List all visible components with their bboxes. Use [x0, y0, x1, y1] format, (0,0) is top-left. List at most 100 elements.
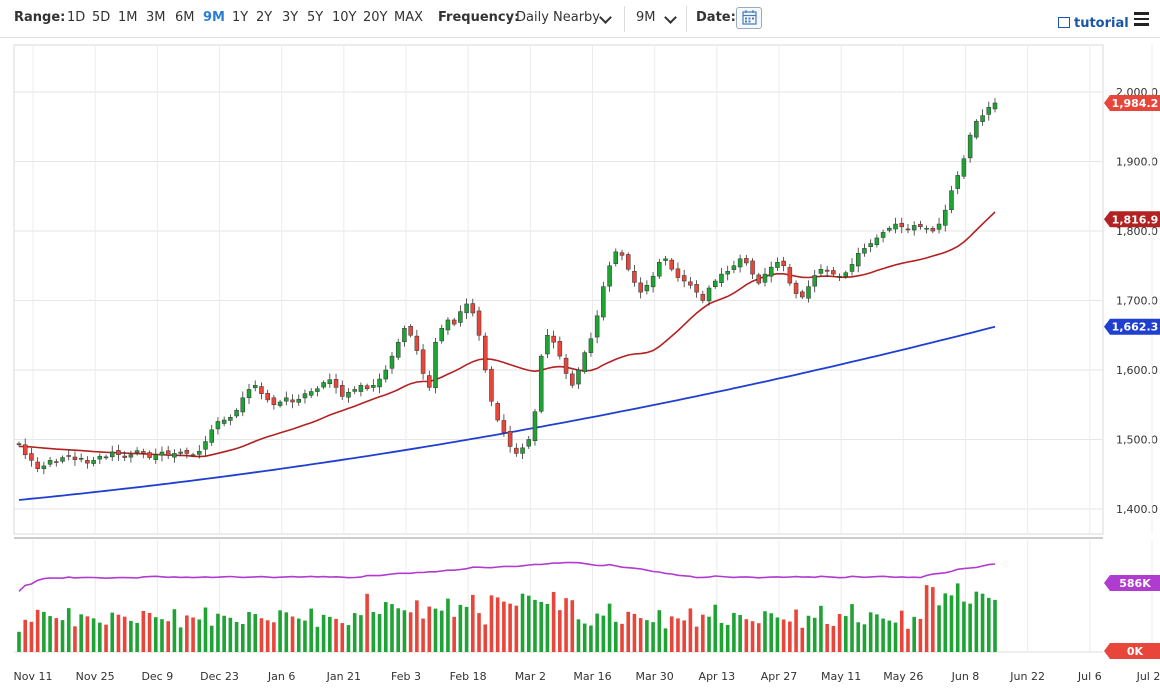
volume-bar — [352, 613, 357, 652]
candle-body — [775, 262, 780, 268]
candle-body — [681, 275, 687, 282]
range-button-max[interactable]: MAX — [394, 10, 424, 25]
x-tick-label: Apr 13 — [699, 670, 736, 683]
candle-body — [812, 275, 817, 287]
candle-body — [134, 450, 140, 453]
volume-bar — [601, 615, 606, 652]
volume-bar — [564, 598, 568, 652]
candle-body — [520, 447, 525, 454]
range-button-3y[interactable]: 3Y — [282, 10, 299, 25]
volume-bar — [589, 625, 593, 652]
hamburger-menu-icon[interactable] — [1134, 12, 1149, 26]
volume-bar — [390, 604, 394, 652]
candle-body — [837, 275, 842, 278]
volume-bar — [694, 626, 699, 652]
candle-body — [259, 386, 264, 394]
volume-bar — [359, 615, 363, 652]
volume-bar — [508, 603, 512, 652]
volume-zero-tag — [1104, 643, 1160, 659]
range-button-1m[interactable]: 1M — [118, 10, 138, 25]
candle-body — [296, 398, 301, 403]
candle-body — [234, 410, 239, 417]
frequency-dropdown[interactable]: Daily Nearby — [516, 10, 601, 25]
range-button-1d[interactable]: 1D — [67, 10, 86, 25]
range-button-6m[interactable]: 6M — [175, 10, 195, 25]
volume-bar — [129, 620, 133, 652]
volume-bar — [185, 615, 189, 652]
candle-body — [284, 397, 289, 402]
volume-bar — [383, 602, 388, 652]
x-tick-label: Feb 3 — [391, 670, 421, 683]
candle-body — [744, 258, 749, 264]
candle-body — [930, 227, 936, 232]
volume-bar — [725, 624, 730, 652]
range-button-3m[interactable]: 3M — [146, 10, 166, 25]
volume-bar — [949, 595, 954, 652]
candle-body — [103, 456, 109, 459]
ma50-line — [18, 211, 996, 458]
volume-bar — [875, 614, 879, 652]
date-label: Date: — [696, 10, 736, 25]
candle-body — [91, 460, 96, 464]
volume-bar — [788, 621, 792, 652]
volume-bar — [837, 614, 842, 652]
candle-body — [731, 265, 737, 270]
candle-body — [607, 265, 612, 287]
ma200-tag-label: 1,662.3 — [1112, 321, 1159, 334]
candle-body — [277, 401, 283, 406]
volume-bar — [85, 616, 90, 652]
x-tick-label: Mar 30 — [636, 670, 674, 683]
range-button-20y[interactable]: 20Y — [363, 10, 388, 25]
candle-body — [943, 209, 948, 226]
candle-body — [458, 311, 463, 323]
volume-bar — [228, 617, 233, 652]
volume-bar — [160, 619, 164, 652]
volume-bar — [850, 604, 854, 652]
candle-body — [613, 251, 619, 264]
y-tick-label: 1,700.0 — [1116, 295, 1158, 308]
candle-body — [818, 268, 824, 274]
period-dropdown[interactable]: 9M — [636, 10, 656, 25]
volume-bar — [104, 624, 108, 652]
volume-bar — [632, 613, 637, 652]
range-button-5y[interactable]: 5Y — [307, 10, 324, 25]
candle-body — [918, 223, 923, 228]
volume-bar — [669, 616, 674, 652]
volume-bar — [172, 609, 177, 652]
volume-bar — [688, 608, 693, 652]
candle-body — [545, 335, 550, 355]
volume-bar — [141, 610, 146, 652]
volume-bar — [42, 611, 46, 652]
volume-bar — [551, 591, 556, 652]
volume-bar — [452, 616, 456, 652]
candle-body — [315, 388, 320, 392]
x-tick-label: Jun 8 — [951, 670, 980, 683]
volume-bar — [377, 614, 382, 652]
range-button-1y[interactable]: 1Y — [232, 10, 249, 25]
volume-bar — [116, 614, 121, 652]
candle-body — [594, 315, 600, 338]
candle-body — [911, 225, 917, 231]
range-button-10y[interactable]: 10Y — [332, 10, 357, 25]
candle-body — [451, 319, 457, 325]
candle-body — [924, 227, 929, 230]
volume-bar — [415, 600, 419, 652]
candle-body — [588, 338, 594, 353]
volume-bar — [60, 620, 65, 652]
volume-bar — [645, 620, 649, 652]
candle-body — [72, 456, 78, 460]
film-icon[interactable] — [1058, 17, 1070, 28]
range-button-9m[interactable]: 9M — [203, 10, 225, 25]
volume-bar — [831, 626, 836, 652]
calendar-icon[interactable] — [736, 7, 762, 29]
range-button-5d[interactable]: 5D — [92, 10, 111, 25]
candle-body — [967, 134, 973, 159]
tutorial-link[interactable]: tutorial — [1074, 16, 1129, 31]
candle-body — [489, 368, 494, 402]
candle-body — [551, 335, 556, 343]
candle-body — [582, 352, 587, 372]
candle-body — [532, 411, 538, 442]
range-button-2y[interactable]: 2Y — [256, 10, 273, 25]
volume-bar — [328, 616, 332, 652]
